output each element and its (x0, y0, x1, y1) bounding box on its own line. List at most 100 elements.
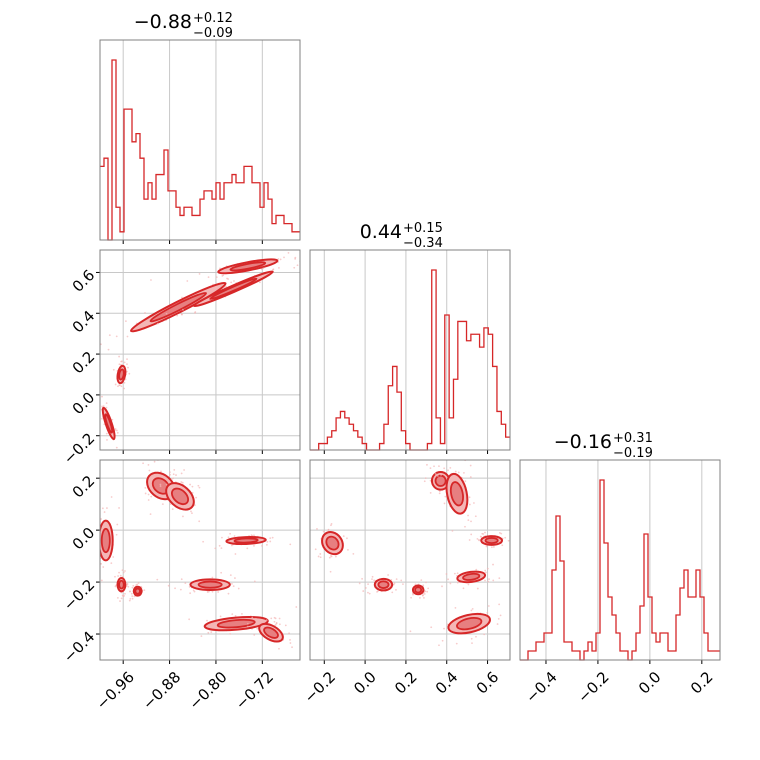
sample-point (234, 614, 237, 617)
sample-point (122, 595, 125, 598)
sample-point (202, 540, 205, 543)
scatter-panel-2-3: −0.2 0.0 0.2 0.4 0.6 (301, 460, 510, 707)
sample-point (143, 589, 146, 592)
contour-inner (170, 487, 190, 506)
sample-point (110, 496, 113, 498)
sample-point (454, 606, 457, 609)
sample-point (115, 429, 118, 432)
sample-point (474, 515, 477, 518)
sample-point (234, 577, 236, 579)
sample-point (227, 592, 230, 595)
sample-point (180, 481, 183, 483)
sample-point (165, 483, 168, 486)
sample-point (115, 335, 118, 338)
sample-point (124, 570, 126, 572)
sample-point (293, 266, 296, 269)
sample-point (328, 556, 331, 559)
sample-point (317, 555, 320, 558)
sample-point (114, 383, 117, 386)
sample-point (483, 633, 486, 636)
sample-point (120, 597, 123, 600)
sample-point (114, 575, 116, 578)
sample-point (498, 603, 501, 606)
sample-point (102, 566, 105, 568)
sample-point (186, 280, 189, 282)
histogram-panel-2: 0.44 +0.15−0.34 (310, 221, 510, 454)
contour-inner (434, 474, 447, 487)
sample-point (279, 258, 282, 261)
sample-point (259, 281, 261, 284)
sample-point (476, 587, 479, 590)
sample-point (253, 545, 255, 547)
contour-inner (118, 579, 125, 590)
sample-point (150, 279, 152, 281)
sample-point (464, 480, 467, 483)
sample-point (246, 622, 249, 625)
sample-point (395, 588, 397, 591)
tick-label-y: −0.2 (60, 429, 98, 467)
tick-label-x: 0.0 (635, 668, 665, 698)
histogram-steps (100, 59, 300, 241)
sample-point (304, 535, 306, 537)
tick-label-x: 0.2 (687, 668, 717, 698)
sample-point (484, 579, 486, 582)
sample-point (114, 585, 117, 588)
sample-point (100, 518, 103, 520)
param-title-plus: +0.15 (403, 221, 443, 236)
sample-point (467, 519, 470, 522)
sample-point (246, 625, 249, 628)
sample-point (97, 398, 99, 400)
sample-point (335, 555, 337, 558)
sample-point (485, 545, 488, 548)
contour-inner (209, 277, 258, 300)
sample-point (105, 406, 108, 409)
sample-point (456, 572, 459, 575)
sample-point (120, 385, 123, 388)
tick-label-x: −0.4 (522, 668, 560, 706)
sample-point (255, 617, 257, 620)
sample-point (471, 642, 473, 645)
sample-point (333, 251, 335, 253)
tick-label-y: 0.4 (69, 307, 99, 337)
param-title-3: −0.16 (554, 431, 612, 453)
tick-label-x: −0.2 (301, 668, 339, 706)
sample-point (316, 528, 318, 530)
sample-point (233, 280, 235, 282)
sample-point (253, 534, 255, 537)
sample-point (423, 596, 425, 599)
sample-point (269, 540, 272, 543)
sample-point (96, 555, 98, 557)
sample-point (484, 569, 487, 572)
sample-point (264, 619, 267, 622)
sample-point (207, 276, 210, 279)
sample-point (395, 578, 398, 581)
sample-point (376, 590, 378, 593)
sample-point (367, 591, 369, 594)
sample-point (440, 473, 443, 476)
sample-point (101, 405, 103, 408)
sample-point (128, 372, 131, 375)
sample-point (467, 514, 469, 517)
density-layer (314, 460, 510, 647)
sample-point (423, 480, 426, 483)
sample-point (181, 296, 183, 299)
sample-point (496, 623, 499, 625)
tick-label-x: −0.96 (93, 668, 138, 713)
sample-point (230, 544, 233, 547)
sample-point (127, 366, 129, 369)
contour-inner (197, 580, 223, 589)
sample-point (278, 647, 280, 650)
sample-point (262, 267, 265, 270)
sample-point (438, 465, 440, 467)
tick-label-y: −0.2 (60, 576, 98, 614)
sample-point (425, 581, 427, 584)
sample-point (295, 606, 298, 608)
sample-point (475, 568, 478, 571)
sample-point (430, 626, 433, 629)
histogram-steps (520, 479, 720, 661)
sample-point (210, 631, 213, 634)
density-layer (97, 251, 335, 449)
sample-point (101, 395, 103, 398)
sample-point (159, 485, 162, 488)
sample-point (126, 363, 128, 366)
